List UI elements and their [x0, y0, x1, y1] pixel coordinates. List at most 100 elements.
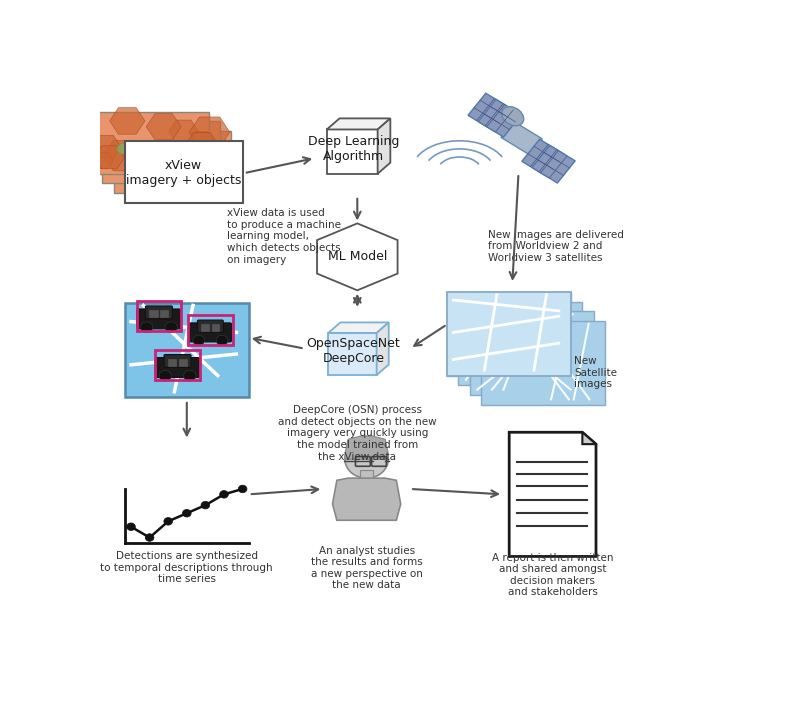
Polygon shape — [333, 478, 401, 520]
FancyBboxPatch shape — [164, 355, 191, 367]
Polygon shape — [121, 150, 143, 166]
Text: A report is then written
and shared amongst
decision makers
and stakeholders: A report is then written and shared amon… — [492, 552, 614, 597]
FancyBboxPatch shape — [212, 324, 219, 331]
FancyBboxPatch shape — [146, 306, 173, 319]
Text: Deep Learning
Algorithm: Deep Learning Algorithm — [307, 135, 399, 163]
Polygon shape — [468, 93, 511, 131]
FancyBboxPatch shape — [470, 311, 594, 395]
FancyBboxPatch shape — [160, 310, 169, 317]
FancyBboxPatch shape — [168, 359, 176, 366]
Polygon shape — [130, 158, 156, 178]
Polygon shape — [134, 147, 166, 170]
Text: xView data is used
to produce a machine
learning model,
which detects objects
on: xView data is used to produce a machine … — [227, 208, 341, 265]
Polygon shape — [110, 108, 145, 134]
Circle shape — [141, 322, 153, 332]
Circle shape — [130, 141, 142, 152]
FancyBboxPatch shape — [189, 323, 232, 342]
Bar — [137, 301, 182, 331]
Polygon shape — [189, 132, 214, 151]
Ellipse shape — [502, 107, 524, 125]
Text: ML Model: ML Model — [328, 250, 387, 264]
Polygon shape — [328, 322, 389, 333]
FancyBboxPatch shape — [447, 292, 571, 376]
FancyBboxPatch shape — [102, 121, 220, 184]
Polygon shape — [509, 433, 596, 557]
Polygon shape — [94, 146, 125, 169]
Polygon shape — [522, 139, 565, 177]
Polygon shape — [108, 132, 148, 162]
Polygon shape — [326, 130, 378, 174]
Circle shape — [126, 523, 135, 531]
Polygon shape — [345, 436, 388, 459]
Polygon shape — [178, 154, 217, 183]
Text: Detections are synthesized
to temporal descriptions through
time series: Detections are synthesized to temporal d… — [101, 551, 273, 584]
FancyBboxPatch shape — [360, 470, 373, 479]
Bar — [155, 350, 200, 380]
FancyBboxPatch shape — [447, 292, 571, 376]
Polygon shape — [185, 132, 219, 158]
Polygon shape — [328, 333, 377, 375]
Circle shape — [238, 485, 247, 493]
FancyBboxPatch shape — [91, 111, 209, 174]
Text: OpenSpaceNet
DeepCore: OpenSpaceNet DeepCore — [306, 337, 400, 365]
Polygon shape — [169, 120, 198, 143]
Text: DeepCore (OSN) process
and detect objects on the new
imagery very quickly using
: DeepCore (OSN) process and detect object… — [278, 405, 437, 462]
Polygon shape — [146, 114, 181, 139]
Polygon shape — [201, 153, 243, 185]
Polygon shape — [126, 157, 165, 187]
Polygon shape — [501, 121, 542, 155]
Polygon shape — [160, 155, 194, 181]
FancyBboxPatch shape — [458, 301, 582, 386]
Polygon shape — [377, 322, 389, 375]
Circle shape — [220, 491, 228, 498]
Circle shape — [186, 163, 198, 175]
Circle shape — [345, 440, 388, 478]
Text: New
Satellite
images: New Satellite images — [574, 356, 618, 389]
FancyBboxPatch shape — [150, 310, 158, 317]
Polygon shape — [326, 118, 390, 130]
Circle shape — [201, 501, 210, 509]
Polygon shape — [378, 118, 390, 174]
Circle shape — [158, 163, 170, 174]
FancyBboxPatch shape — [202, 324, 209, 331]
Polygon shape — [478, 100, 522, 137]
Polygon shape — [103, 141, 143, 171]
Circle shape — [125, 141, 137, 151]
Polygon shape — [190, 117, 230, 147]
Polygon shape — [142, 163, 166, 182]
FancyBboxPatch shape — [481, 321, 605, 404]
Polygon shape — [317, 224, 398, 290]
Polygon shape — [92, 152, 114, 168]
FancyBboxPatch shape — [114, 131, 231, 193]
Circle shape — [182, 510, 191, 517]
Polygon shape — [90, 135, 121, 158]
FancyBboxPatch shape — [137, 309, 182, 329]
Circle shape — [180, 151, 193, 161]
Polygon shape — [130, 148, 163, 173]
Text: An analyst studies
the results and forms
a new perspective on
the new data: An analyst studies the results and forms… — [310, 545, 422, 590]
Polygon shape — [532, 145, 575, 183]
Circle shape — [164, 517, 173, 525]
Circle shape — [159, 370, 171, 381]
Text: New images are delivered
from Worldview 2 and
Worldview 3 satellites: New images are delivered from Worldview … — [487, 230, 623, 263]
Polygon shape — [178, 159, 215, 187]
Circle shape — [170, 157, 183, 168]
Text: xView
imagery + objects: xView imagery + objects — [126, 159, 242, 187]
Polygon shape — [582, 433, 596, 444]
Bar — [188, 315, 233, 345]
FancyBboxPatch shape — [125, 303, 249, 397]
FancyBboxPatch shape — [125, 141, 242, 203]
Polygon shape — [126, 170, 166, 200]
Polygon shape — [180, 154, 200, 169]
Circle shape — [193, 335, 205, 346]
Circle shape — [117, 144, 130, 154]
Circle shape — [158, 151, 170, 161]
FancyBboxPatch shape — [155, 358, 200, 377]
Circle shape — [146, 533, 154, 541]
FancyBboxPatch shape — [198, 320, 223, 332]
Polygon shape — [128, 142, 159, 166]
FancyBboxPatch shape — [179, 359, 187, 366]
Circle shape — [184, 370, 196, 381]
Circle shape — [145, 168, 157, 179]
Circle shape — [165, 322, 178, 332]
